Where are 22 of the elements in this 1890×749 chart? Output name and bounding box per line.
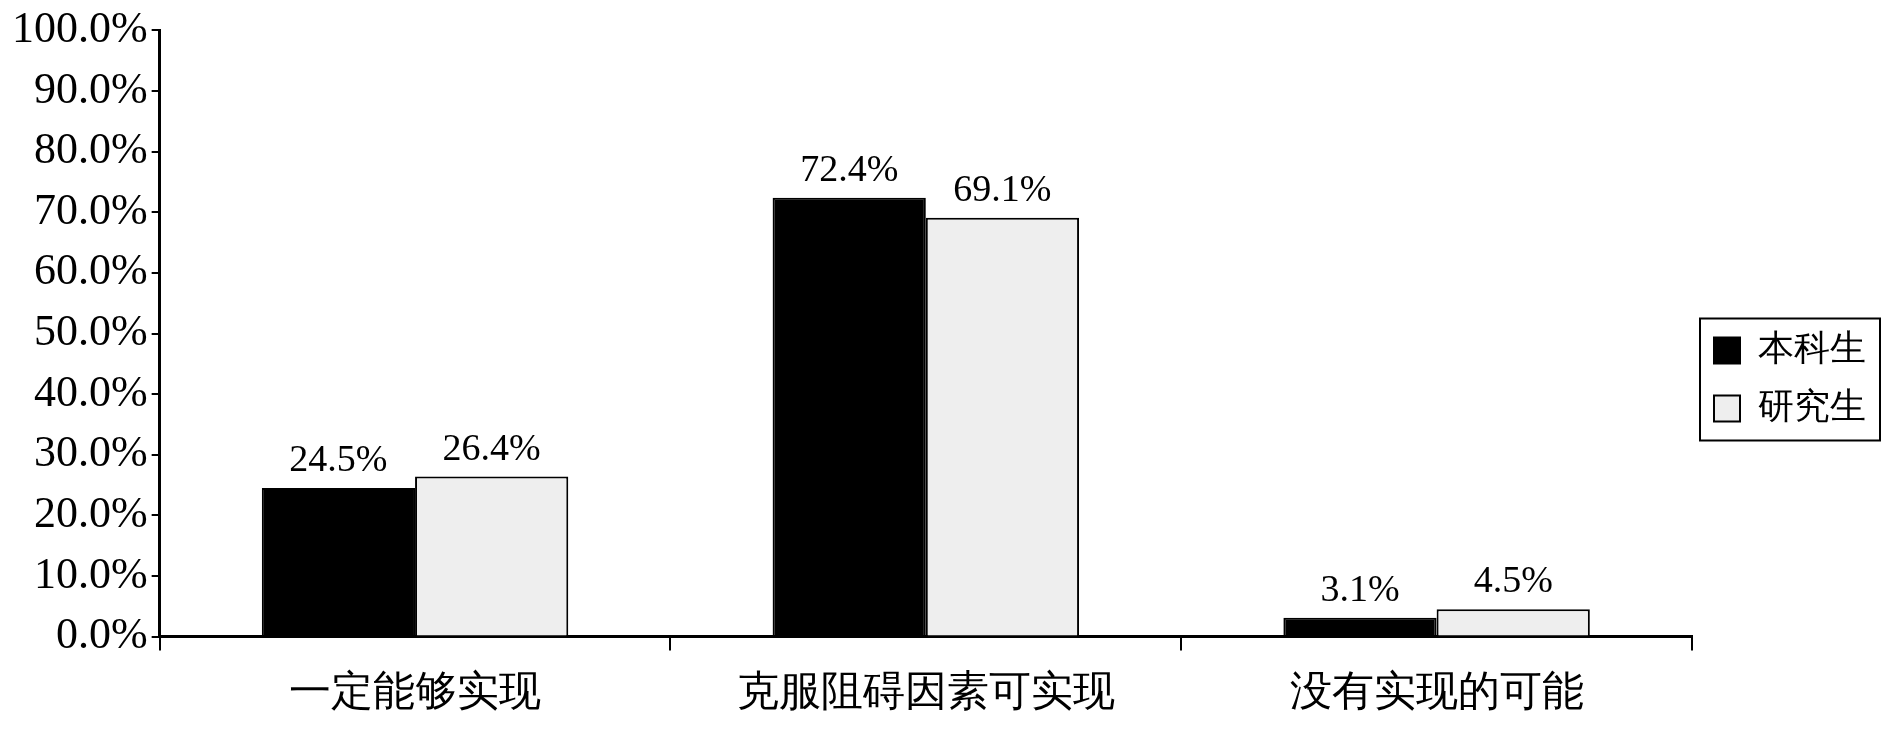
y-tick-label: 0.0% [56, 609, 148, 659]
x-tick-label: 一定能够实现 [289, 667, 542, 714]
y-tick-label: 100.0% [12, 2, 148, 52]
x-tick-label: 克服阻碍因素可实现 [736, 667, 1115, 714]
y-tick-label: 60.0% [34, 245, 148, 295]
data-label: 69.1% [953, 166, 1052, 209]
y-tick-label: 10.0% [34, 548, 148, 598]
data-label: 26.4% [442, 425, 541, 468]
y-tick-label: 50.0% [34, 306, 148, 356]
data-label: 4.5% [1473, 558, 1553, 601]
data-label: 24.5% [289, 437, 388, 480]
y-tick-label: 30.0% [34, 427, 148, 477]
legend-label: 本科生 [1758, 327, 1866, 368]
x-tick-label: 没有实现的可能 [1289, 667, 1584, 714]
legend-label: 研究生 [1758, 385, 1866, 426]
data-label: 72.4% [800, 146, 899, 189]
y-tick-label: 20.0% [34, 487, 148, 537]
y-tick-label: 40.0% [34, 366, 148, 416]
y-tick-label: 80.0% [34, 124, 148, 174]
y-tick-label: 70.0% [34, 184, 148, 234]
data-label: 3.1% [1320, 566, 1400, 609]
y-tick-label: 90.0% [34, 63, 148, 113]
